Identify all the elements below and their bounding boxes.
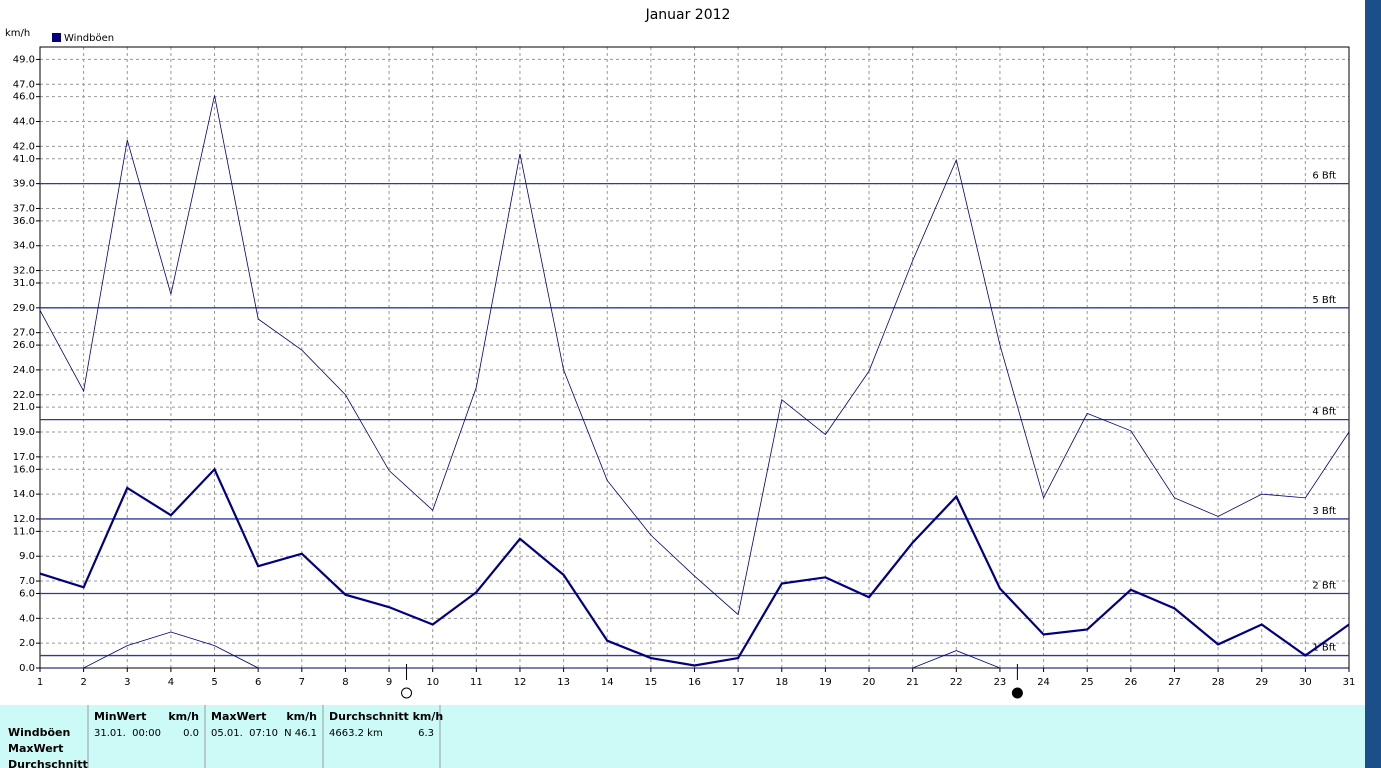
x-tick-label: 28 xyxy=(1212,677,1225,688)
x-tick-label: 15 xyxy=(644,677,657,688)
summary-header: MaxWert xyxy=(211,710,266,723)
x-tick-label: 22 xyxy=(950,677,963,688)
summary-cell: N 46.1 xyxy=(284,728,317,739)
x-tick-label: 3 xyxy=(124,677,130,688)
series-line xyxy=(39,95,1350,616)
summary-cell: 0.0 xyxy=(183,728,199,739)
y-tick-label: 31.0 xyxy=(13,278,35,289)
y-tick-label: 42.0 xyxy=(13,141,35,152)
series-line xyxy=(39,467,1350,667)
x-tick-label: 5 xyxy=(211,677,217,688)
y-tick-label: 44.0 xyxy=(13,117,35,128)
summary-row-label: Windböen xyxy=(8,726,70,739)
y-tick-label: 21.0 xyxy=(13,402,35,413)
x-tick-label: 11 xyxy=(470,677,483,688)
y-tick-label: 24.0 xyxy=(13,365,35,376)
summary-header: km/h xyxy=(168,710,199,723)
moon-phase xyxy=(1011,687,1023,699)
y-tick-label: 26.0 xyxy=(13,340,35,351)
x-tick-label: 1 xyxy=(37,677,43,688)
y-tick-label: 32.0 xyxy=(13,266,35,277)
x-tick-label: 8 xyxy=(342,677,348,688)
chart-title: Januar 2012 xyxy=(645,7,731,23)
x-tick-label: 19 xyxy=(819,677,832,688)
x-tick-label: 20 xyxy=(863,677,876,688)
x-tick-label: 13 xyxy=(557,677,570,688)
x-tick-label: 12 xyxy=(514,677,527,688)
x-tick-label: 21 xyxy=(906,677,919,688)
bft-label: 6 Bft xyxy=(1312,171,1336,182)
x-tick-label: 25 xyxy=(1081,677,1094,688)
y-tick-label: 22.0 xyxy=(13,390,35,401)
y-tick-label: 41.0 xyxy=(13,154,35,165)
y-tick-label: 37.0 xyxy=(13,203,35,214)
x-tick-label: 27 xyxy=(1168,677,1181,688)
x-tick-label: 6 xyxy=(255,677,261,688)
plot-frame xyxy=(39,46,1350,669)
summary-cell: 6.3 xyxy=(418,728,434,739)
moon-phase xyxy=(401,687,413,699)
series-line xyxy=(40,631,1349,669)
x-tick-label: 23 xyxy=(994,677,1007,688)
summary-header: km/h xyxy=(286,710,317,723)
y-tick-label: 17.0 xyxy=(13,452,35,463)
y-tick-label: 7.0 xyxy=(19,576,35,587)
y-tick-label: 0.0 xyxy=(19,663,35,674)
legend-label: Windböen xyxy=(64,33,114,44)
x-tick-label: 31 xyxy=(1343,677,1356,688)
y-tick-label: 47.0 xyxy=(13,79,35,90)
y-tick-label: 16.0 xyxy=(13,464,35,475)
x-tick-label: 26 xyxy=(1124,677,1137,688)
y-tick-label: 11.0 xyxy=(13,526,35,537)
y-tick-label: 14.0 xyxy=(13,489,35,500)
summary-header: MinWert xyxy=(94,710,146,723)
x-tick-label: 30 xyxy=(1299,677,1312,688)
summary-cell: 31.01. 00:00 xyxy=(94,728,161,739)
summary-cell: 4663.2 km xyxy=(329,728,383,739)
x-tick-label: 16 xyxy=(688,677,701,688)
x-tick-label: 4 xyxy=(168,677,174,688)
y-tick-label: 12.0 xyxy=(13,514,35,525)
y-tick-label: 46.0 xyxy=(13,92,35,103)
window-edge xyxy=(1365,0,1381,768)
y-tick-label: 6.0 xyxy=(19,588,35,599)
bft-label: 3 Bft xyxy=(1312,506,1336,517)
summary-row-label: Durchschnitt xyxy=(8,758,88,768)
legend-swatch xyxy=(52,33,61,42)
summary-row-label: MaxWert xyxy=(8,742,63,755)
bft-label: 4 Bft xyxy=(1312,407,1336,418)
y-tick-label: 34.0 xyxy=(13,241,35,252)
y-tick-label: 29.0 xyxy=(13,303,35,314)
bft-label: 1 Bft xyxy=(1312,643,1336,654)
y-tick-label: 4.0 xyxy=(19,613,35,624)
y-tick-label: 9.0 xyxy=(19,551,35,562)
x-tick-label: 14 xyxy=(601,677,614,688)
x-tick-label: 24 xyxy=(1037,677,1050,688)
x-tick-label: 2 xyxy=(80,677,86,688)
y-axis-label: km/h xyxy=(5,28,30,39)
x-tick-label: 7 xyxy=(299,677,305,688)
bft-label: 2 Bft xyxy=(1312,580,1336,591)
summary-header: Durchschnitt km/h xyxy=(329,710,443,723)
x-tick-label: 18 xyxy=(775,677,788,688)
y-tick-label: 39.0 xyxy=(13,179,35,190)
y-tick-label: 27.0 xyxy=(13,328,35,339)
y-tick-label: 2.0 xyxy=(19,638,35,649)
bft-label: 5 Bft xyxy=(1312,295,1336,306)
x-tick-label: 17 xyxy=(732,677,745,688)
y-tick-label: 36.0 xyxy=(13,216,35,227)
summary-cell: 05.01. 07:10 xyxy=(211,728,278,739)
summary-panel xyxy=(0,705,1365,768)
x-tick-label: 9 xyxy=(386,677,392,688)
x-tick-label: 10 xyxy=(426,677,439,688)
y-tick-label: 49.0 xyxy=(13,54,35,65)
x-tick-label: 29 xyxy=(1255,677,1268,688)
y-tick-label: 19.0 xyxy=(13,427,35,438)
